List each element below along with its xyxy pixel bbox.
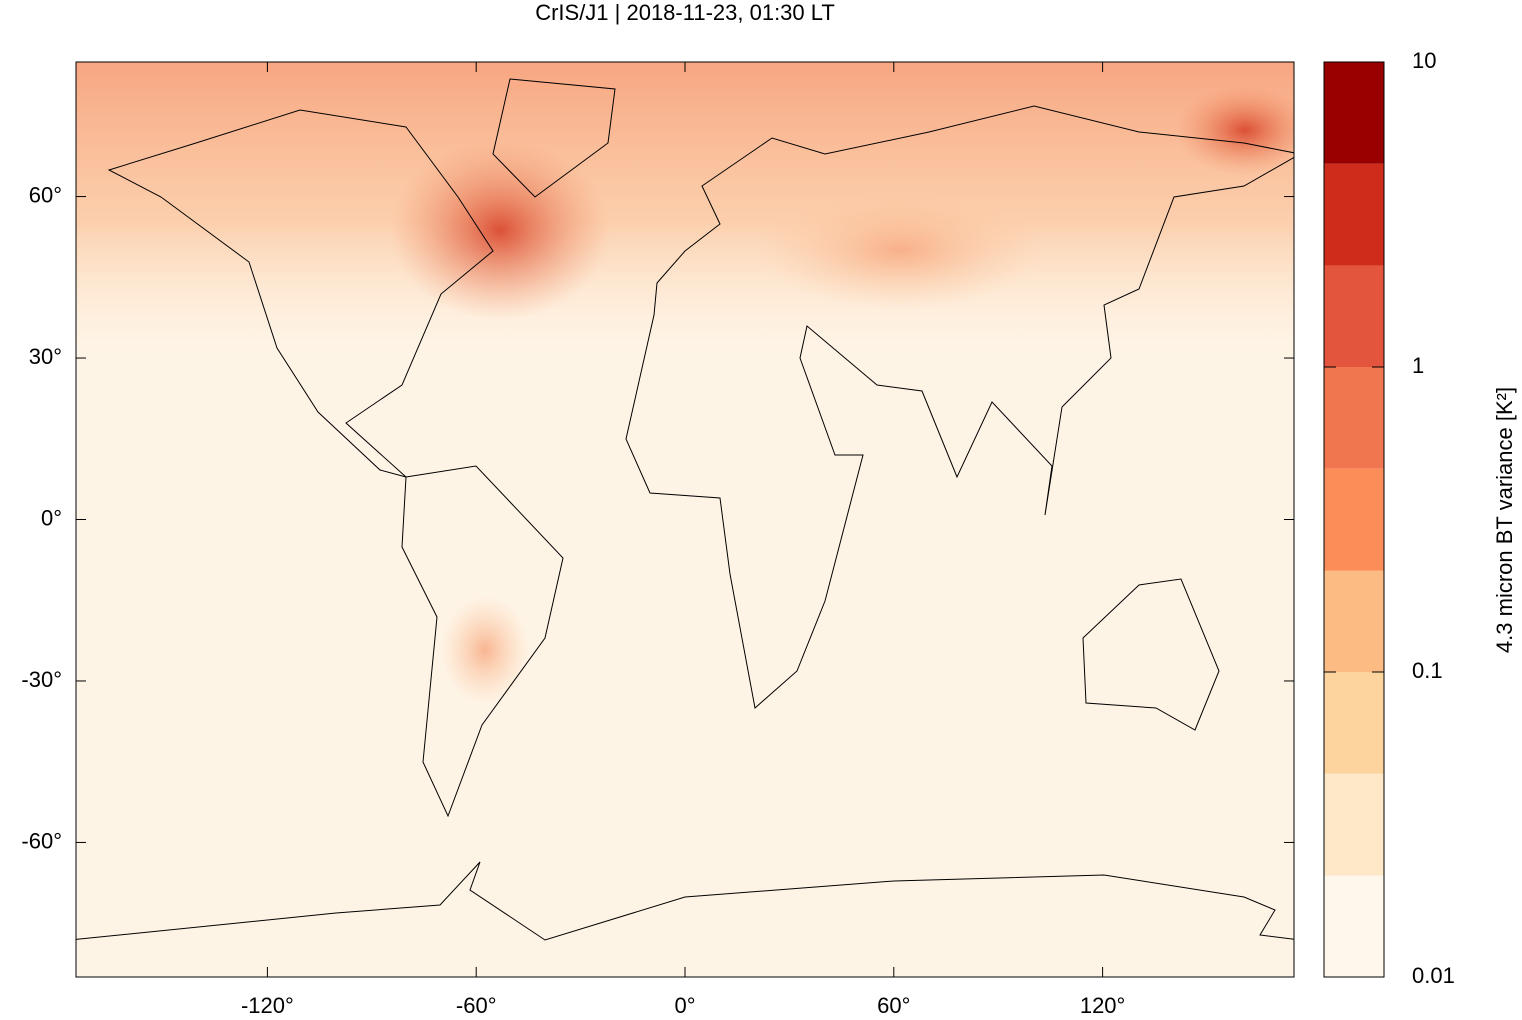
- colorbar-band: [1324, 62, 1384, 164]
- colorbar-band: [1324, 367, 1384, 469]
- coastline: [107, 109, 494, 478]
- y-tick-label: 0°: [41, 505, 62, 530]
- chart-title: CrIS/J1 | 2018-11-23, 01:30 LT: [535, 0, 835, 25]
- colorbar-band: [1324, 570, 1384, 672]
- coastline: [492, 78, 616, 198]
- high-latitude-field: [76, 62, 1294, 352]
- colorbar-tick-label: 10: [1412, 48, 1436, 73]
- heat-blob: [1175, 85, 1294, 175]
- colorbar-band: [1324, 468, 1384, 571]
- colorbar-band: [1324, 773, 1384, 876]
- x-tick-label: 60°: [877, 993, 910, 1018]
- colorbar-band: [1324, 672, 1384, 774]
- y-tick-label: -60°: [21, 828, 62, 853]
- coastline: [401, 465, 564, 818]
- y-tick-label: 60°: [29, 182, 62, 207]
- x-tick-label: -60°: [456, 993, 497, 1018]
- x-tick-label: 120°: [1080, 993, 1126, 1018]
- map-field: [76, 62, 1294, 977]
- colorbar-frame: [1323, 61, 1385, 978]
- x-tick-label: -120°: [241, 993, 294, 1018]
- colorbar-band: [1324, 265, 1384, 367]
- colorbar-label: 4.3 micron BT variance [K²]: [1492, 387, 1517, 653]
- colorbar-tick-label: 0.01: [1412, 963, 1455, 988]
- coastline: [76, 861, 1294, 941]
- colorbar-tick-label: 1: [1412, 353, 1424, 378]
- y-tick-label: 30°: [29, 344, 62, 369]
- coastline: [625, 105, 1294, 709]
- colorbar-tick-label: 0.1: [1412, 658, 1443, 683]
- colorbar-band: [1324, 875, 1384, 977]
- coastlines: [76, 78, 1294, 941]
- y-tick-label: -30°: [21, 667, 62, 692]
- colorbar-band: [1324, 163, 1384, 266]
- heat-blob: [390, 140, 610, 320]
- x-tick-label: 0°: [674, 993, 695, 1018]
- heat-blob: [440, 595, 530, 705]
- coastline: [1082, 578, 1220, 731]
- heat-blob: [760, 190, 1040, 310]
